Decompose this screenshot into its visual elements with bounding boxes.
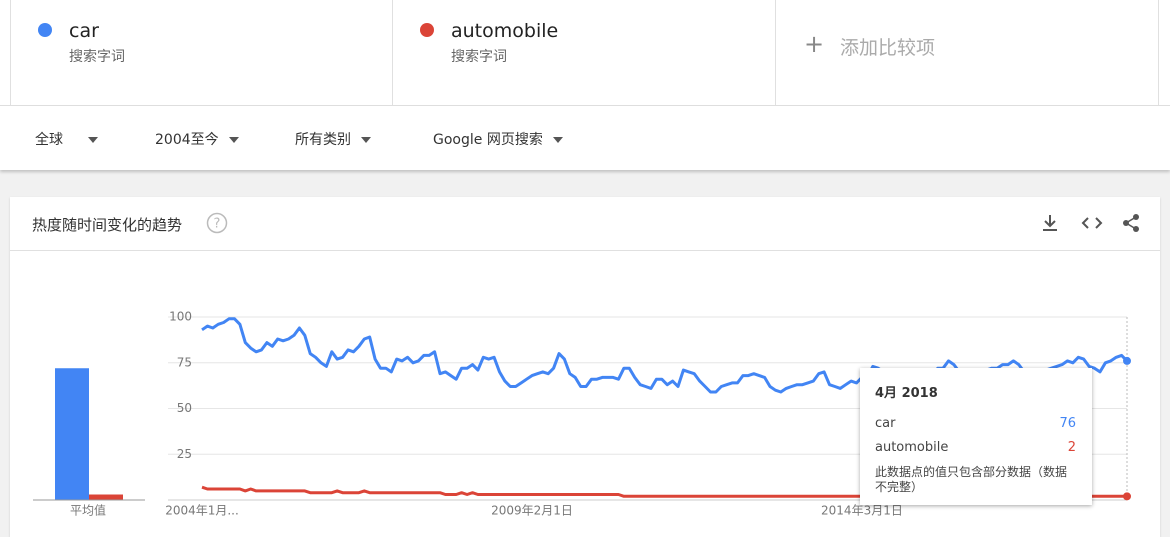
plus-icon: +: [804, 30, 825, 58]
filter-label: 2004至今: [155, 132, 219, 148]
share-icon[interactable]: [1121, 213, 1141, 233]
svg-text:?: ?: [214, 217, 221, 232]
y-tick-label: 100: [169, 310, 192, 324]
term-name: car: [69, 20, 99, 42]
tooltip-value: 76: [1059, 416, 1076, 431]
divider: [10, 250, 1160, 251]
add-term[interactable]: + 添加比较项: [775, 0, 1159, 105]
tooltip-term: automobile: [875, 440, 949, 455]
y-tick-label: 75: [177, 355, 192, 369]
filter-label: 所有类别: [295, 132, 351, 148]
x-axis-label: 平均值: [70, 503, 106, 518]
term-automobile[interactable]: automobile 搜索字词: [392, 0, 775, 105]
term-dot: [38, 23, 52, 37]
tooltip: 4月 2018 car 76 automobile 2 此数据点的值只包含部分数据（…: [860, 368, 1092, 505]
bar: [89, 494, 123, 500]
term-dot: [420, 23, 434, 37]
tooltip-date: 4月 2018: [875, 386, 938, 401]
x-tick-label: 2009年2月1日: [491, 504, 573, 518]
term-name: automobile: [451, 20, 559, 42]
dropdown-arrow: [228, 137, 239, 143]
embed-icon[interactable]: [1081, 213, 1103, 233]
term-type: 搜索字词: [69, 49, 125, 65]
help-icon[interactable]: ?: [206, 212, 228, 234]
tooltip-term: car: [875, 416, 896, 431]
dropdown-arrow: [88, 137, 98, 143]
y-tick-label: 25: [177, 447, 192, 461]
tooltip-row: car 76: [875, 416, 1076, 431]
filter-dropdown[interactable]: 所有类别: [295, 129, 371, 149]
hover-point: [1123, 356, 1131, 365]
dropdown-arrow: [552, 137, 563, 143]
x-tick-label: 2014年3月1日: [821, 504, 903, 518]
hover-point: [1123, 492, 1131, 501]
filter-bar: 全球 2004至今 所有类别 Google 网页搜索: [0, 106, 1170, 170]
compare-bar: car 搜索字词 automobile 搜索字词 + 添加比较项: [0, 0, 1170, 106]
filter-label: 全球: [35, 132, 63, 148]
dropdown-arrow: [361, 137, 371, 143]
add-label: 添加比较项: [840, 37, 936, 59]
filter-dropdown[interactable]: Google 网页搜索: [433, 129, 563, 149]
tooltip-row: automobile 2: [875, 440, 1076, 455]
download-icon[interactable]: [1040, 213, 1060, 233]
term-car[interactable]: car 搜索字词: [10, 0, 393, 105]
tooltip-note: 此数据点的值只包含部分数据（数据不完整）: [875, 465, 1068, 494]
tooltip-value: 2: [1067, 440, 1076, 455]
term-type: 搜索字词: [451, 49, 507, 65]
card-title: 热度随时间变化的趋势: [32, 216, 183, 234]
x-tick-label: 2004年1月...: [165, 504, 239, 518]
bar: [55, 368, 89, 500]
filter-dropdown[interactable]: 全球: [35, 129, 98, 149]
filter-dropdown[interactable]: 2004至今: [155, 129, 239, 149]
y-tick-label: 50: [177, 401, 192, 415]
filter-label: Google 网页搜索: [433, 132, 543, 148]
